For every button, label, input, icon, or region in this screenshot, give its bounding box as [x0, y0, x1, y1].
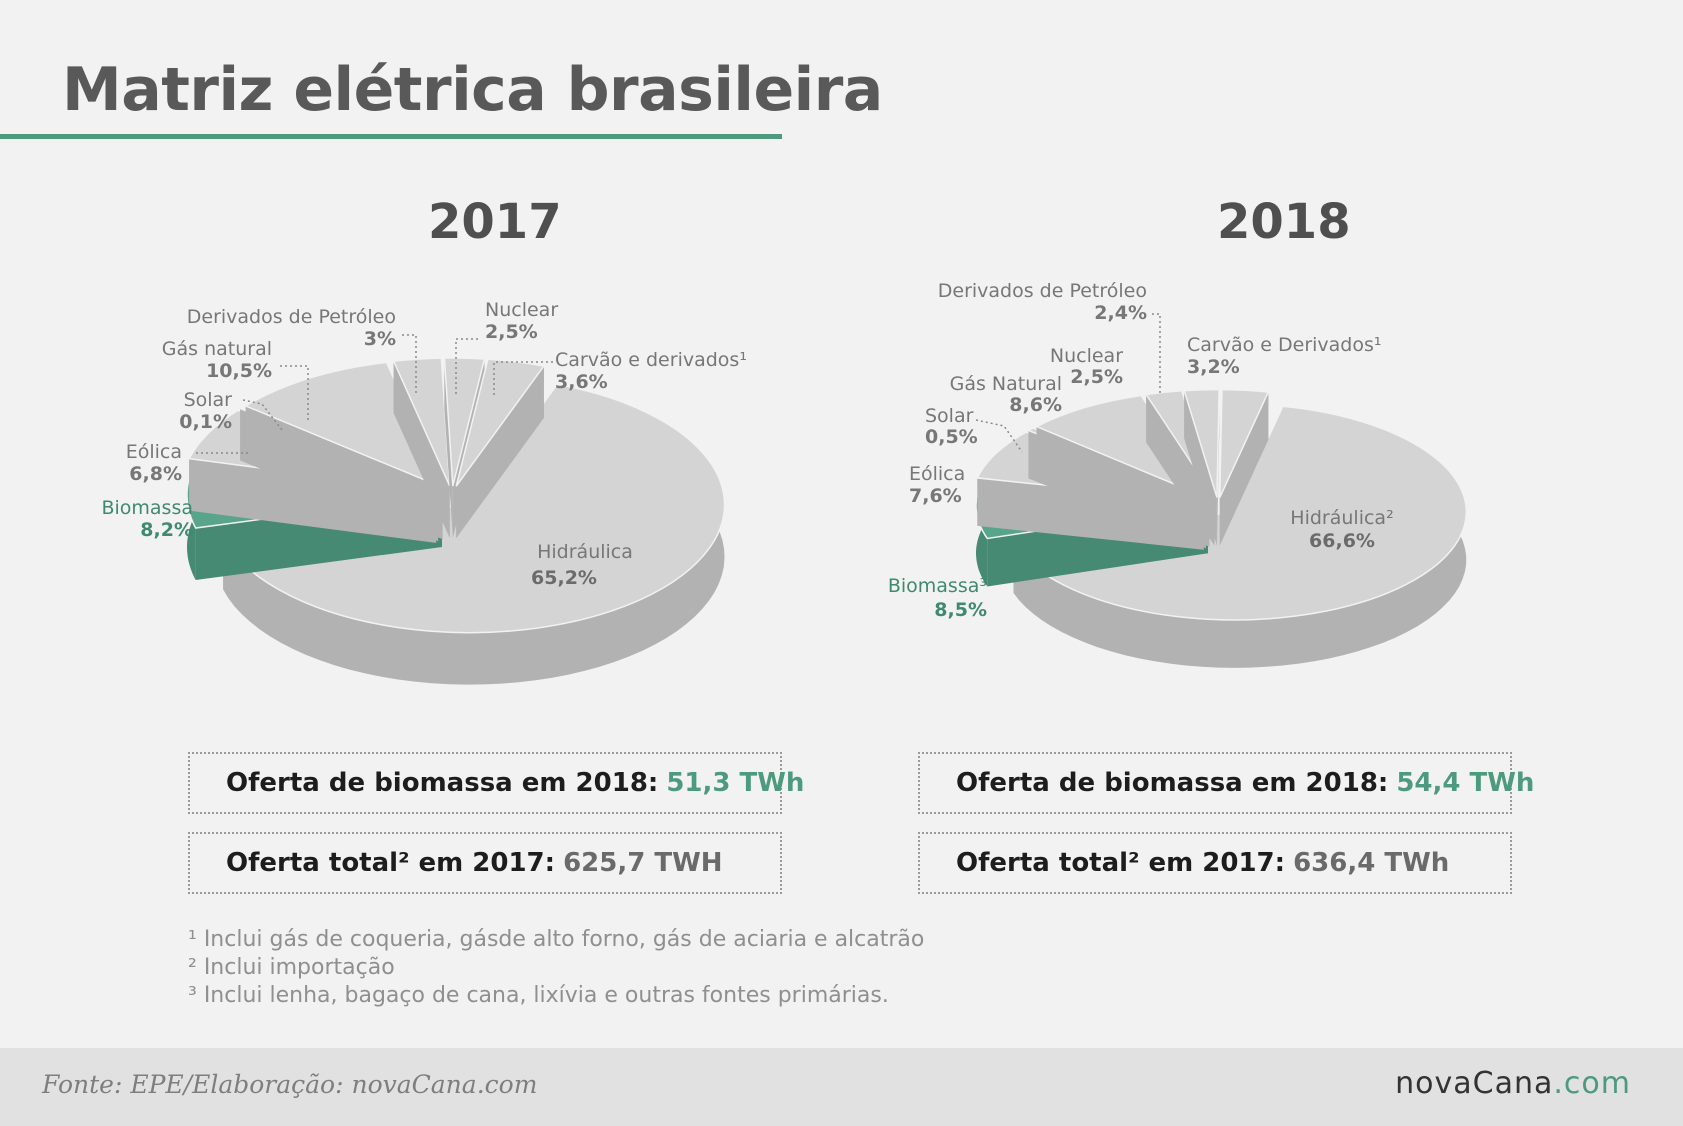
leader-lines: [196, 313, 1161, 454]
label-eolica-2018: Eólica: [909, 463, 965, 485]
box-value: 54,4 TWh: [1396, 768, 1535, 798]
value-derivados-2017: 3%: [364, 328, 396, 350]
pie-2017: [186, 357, 726, 685]
label-nuclear-2017: Nuclear: [485, 299, 558, 321]
box-value: 625,7 TWH: [563, 848, 723, 878]
slice-derivados-de-petroleo: [392, 357, 451, 487]
slice-derivados-de-petroleo: [1183, 388, 1220, 498]
value-derivados-2018: 2,4%: [1094, 302, 1147, 324]
brand-logo: novaCana.com: [1395, 1066, 1631, 1101]
slice-hidraulica: [1012, 405, 1468, 621]
label-derivados-2018: Derivados de Petróleo: [938, 280, 1147, 302]
label-carvao-2017: Carvão e derivados¹: [555, 349, 747, 371]
chart-title-2018: 2018: [1217, 194, 1351, 250]
value-biomassa-2017: 8,2%: [140, 519, 193, 541]
value-nuclear-2017: 2,5%: [485, 321, 538, 343]
label-hidraulica-2017: Hidráulica: [537, 541, 633, 563]
total-supply-box-2018: Oferta total² em 2017: 636,4 TWh: [918, 832, 1512, 894]
biomass-supply-box-2017: Oferta de biomassa em 2018: 51,3 TWh: [188, 752, 804, 814]
box-value: 51,3 TWh: [666, 768, 805, 798]
value-eolica-2018: 7,6%: [909, 485, 962, 507]
value-biomassa-2018: 8,5%: [934, 599, 987, 621]
slice-carvao-e-derivados: [1219, 388, 1270, 498]
footnote: ² Inclui importação: [188, 955, 395, 980]
box-label: Oferta total² em 2017:: [226, 848, 556, 878]
value-eolica-2017: 6,8%: [129, 463, 182, 485]
label-hidraulica-2018: Hidráulica²: [1290, 507, 1393, 529]
label-gas-2018: Gás Natural: [950, 373, 1062, 395]
footnote: ³ Inclui lenha, bagaço de cana, lixívia …: [188, 983, 889, 1008]
label-derivados-2017: Derivados de Petróleo: [187, 306, 396, 328]
total-supply-box-2017: Oferta total² em 2017: 625,7 TWH: [188, 832, 782, 894]
footnote: ¹ Inclui gás de coqueria, gásde alto for…: [188, 927, 925, 952]
pie-charts: Hidráulica 65,2% Biomassa 8,2% Eólica 6,…: [101, 280, 1468, 685]
label-solar-2018: Solar: [925, 405, 974, 427]
slice-wall-gas-natural: [1036, 426, 1210, 547]
label-eolica-2017: Eólica: [126, 441, 182, 463]
slice-gas-natural: [1034, 394, 1212, 501]
page-title: Matriz elétrica brasileira: [62, 55, 883, 125]
value-gas-2018: 8,6%: [1009, 394, 1062, 416]
label-biomassa-2018: Biomassa³: [888, 575, 987, 597]
title-underline: [0, 134, 782, 139]
biomass-supply-box-2018: Oferta de biomassa em 2018: 54,4 TWh: [918, 752, 1534, 814]
slice-wall-eolica: [189, 458, 436, 543]
slice-nuclear: [443, 357, 486, 487]
label-carvao-2018: Carvão e Derivados¹: [1187, 334, 1382, 356]
slice-wall-nuclear: [1146, 394, 1215, 546]
slice-wall-carvao-e-derivados: [1219, 391, 1269, 546]
value-carvao-2018: 3,2%: [1187, 356, 1240, 378]
value-solar-2018: 0,5%: [925, 426, 978, 448]
value-carvao-2017: 3,6%: [555, 371, 608, 393]
box-label: Oferta de biomassa em 2018:: [956, 768, 1389, 798]
label-nuclear-2018: Nuclear: [1050, 345, 1123, 367]
slice-wall-gas-natural: [245, 405, 443, 540]
value-hidraulica-2017: 65,2%: [531, 567, 597, 589]
value-gas-2017: 10,5%: [206, 360, 272, 382]
slice-wall-derivados-de-petroleo: [393, 361, 450, 539]
value-hidraulica-2018: 66,6%: [1309, 530, 1375, 552]
labels-2017: Hidráulica 65,2% Biomassa 8,2% Eólica 6,…: [101, 299, 746, 589]
chart-title-2017: 2017: [428, 194, 562, 250]
pie-2018: [975, 388, 1468, 668]
labels-2018: Hidráulica² 66,6% Biomassa³ 8,5% Eólica …: [888, 280, 1394, 621]
slice-wall-nuclear: [444, 358, 453, 538]
footnotes: ¹ Inclui gás de coqueria, gásde alto for…: [188, 926, 924, 1010]
label-gas-2017: Gás natural: [162, 338, 272, 360]
value-nuclear-2018: 2,5%: [1070, 366, 1123, 388]
value-solar-2017: 0,1%: [179, 411, 232, 433]
box-label: Oferta total² em 2017:: [956, 848, 1286, 878]
slice-wall-carvao-e-derivados: [456, 366, 544, 539]
source-credit: Fonte: EPE/Elaboração: novaCana.com: [42, 1070, 538, 1099]
label-biomassa-2017: Biomassa: [101, 497, 193, 519]
slice-gas-natural: [244, 361, 445, 489]
box-value: 636,4 TWh: [1293, 848, 1450, 878]
slice-wall-derivados-de-petroleo: [1184, 390, 1217, 546]
box-label: Oferta de biomassa em 2018:: [226, 768, 659, 798]
label-solar-2017: Solar: [184, 389, 233, 411]
footer-bar: Fonte: EPE/Elaboração: novaCana.com nova…: [0, 1048, 1683, 1126]
